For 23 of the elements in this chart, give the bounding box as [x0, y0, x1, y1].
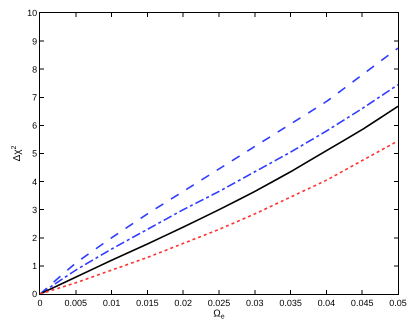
x-tick-label: 0.015: [136, 298, 159, 308]
y-tick-label: 1: [32, 261, 38, 272]
y-tick-label: 0: [32, 289, 38, 300]
x-tick-label: 0.05: [389, 298, 407, 308]
x-tick-label: 0.02: [174, 298, 192, 308]
y-tick-label: 10: [27, 8, 38, 18]
y-tick-label: 9: [32, 36, 38, 46]
x-axis-title: Ω$_{e}$: [213, 308, 225, 320]
y-tick-label: 7: [32, 92, 38, 102]
x-tick-label: 0.025: [208, 298, 230, 308]
y-tick-label: 8: [32, 64, 38, 74]
x-tick-label: 0.035: [279, 298, 302, 308]
line-series: [40, 140, 398, 294]
y-tick-label: 2: [32, 232, 38, 243]
y-tick-label: 4: [32, 176, 38, 187]
x-tick-label: 0.04: [318, 298, 336, 308]
x-tick-label: 0.03: [246, 298, 264, 308]
x-tick-label: 0.045: [350, 298, 374, 308]
x-tick-label: 0.01: [102, 298, 120, 308]
y-tick-label: 6: [32, 120, 38, 131]
y-tick-label: 5: [32, 148, 38, 159]
x-tick-label: 0.005: [64, 298, 88, 308]
y-tick-label: 3: [32, 204, 38, 215]
